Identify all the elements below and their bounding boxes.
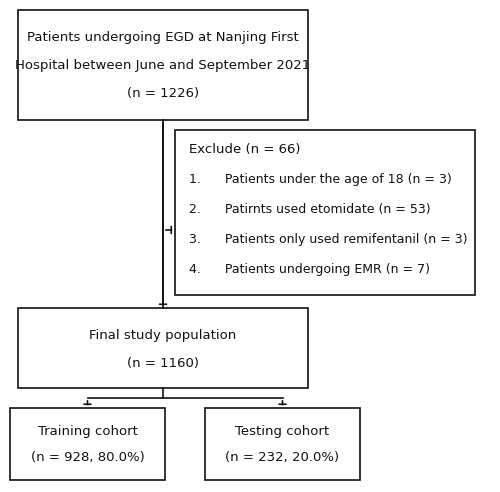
Text: 3.      Patients only used remifentanil (n = 3): 3. Patients only used remifentanil (n = … <box>189 234 468 246</box>
Bar <box>205 408 360 480</box>
Text: (n = 232, 20.0%): (n = 232, 20.0%) <box>226 452 340 464</box>
Text: (n = 1160): (n = 1160) <box>127 357 199 369</box>
Text: (n = 1226): (n = 1226) <box>127 87 199 99</box>
Text: Exclude (n = 66): Exclude (n = 66) <box>189 144 300 156</box>
Text: 4.      Patients undergoing EMR (n = 7): 4. Patients undergoing EMR (n = 7) <box>189 264 430 277</box>
Text: 2.      Patirnts used etomidate (n = 53): 2. Patirnts used etomidate (n = 53) <box>189 204 430 216</box>
Text: Testing cohort: Testing cohort <box>236 426 330 438</box>
Bar <box>18 10 308 120</box>
Text: 1.      Patients under the age of 18 (n = 3): 1. Patients under the age of 18 (n = 3) <box>189 174 452 186</box>
Text: Patients undergoing EGD at Nanjing First: Patients undergoing EGD at Nanjing First <box>27 31 299 44</box>
Bar <box>10 408 165 480</box>
Text: (n = 928, 80.0%): (n = 928, 80.0%) <box>30 452 144 464</box>
Text: Training cohort: Training cohort <box>38 426 138 438</box>
Text: Hospital between June and September 2021: Hospital between June and September 2021 <box>16 59 310 71</box>
Text: Final study population: Final study population <box>90 330 236 342</box>
Bar <box>18 308 308 388</box>
Bar <box>175 130 475 295</box>
